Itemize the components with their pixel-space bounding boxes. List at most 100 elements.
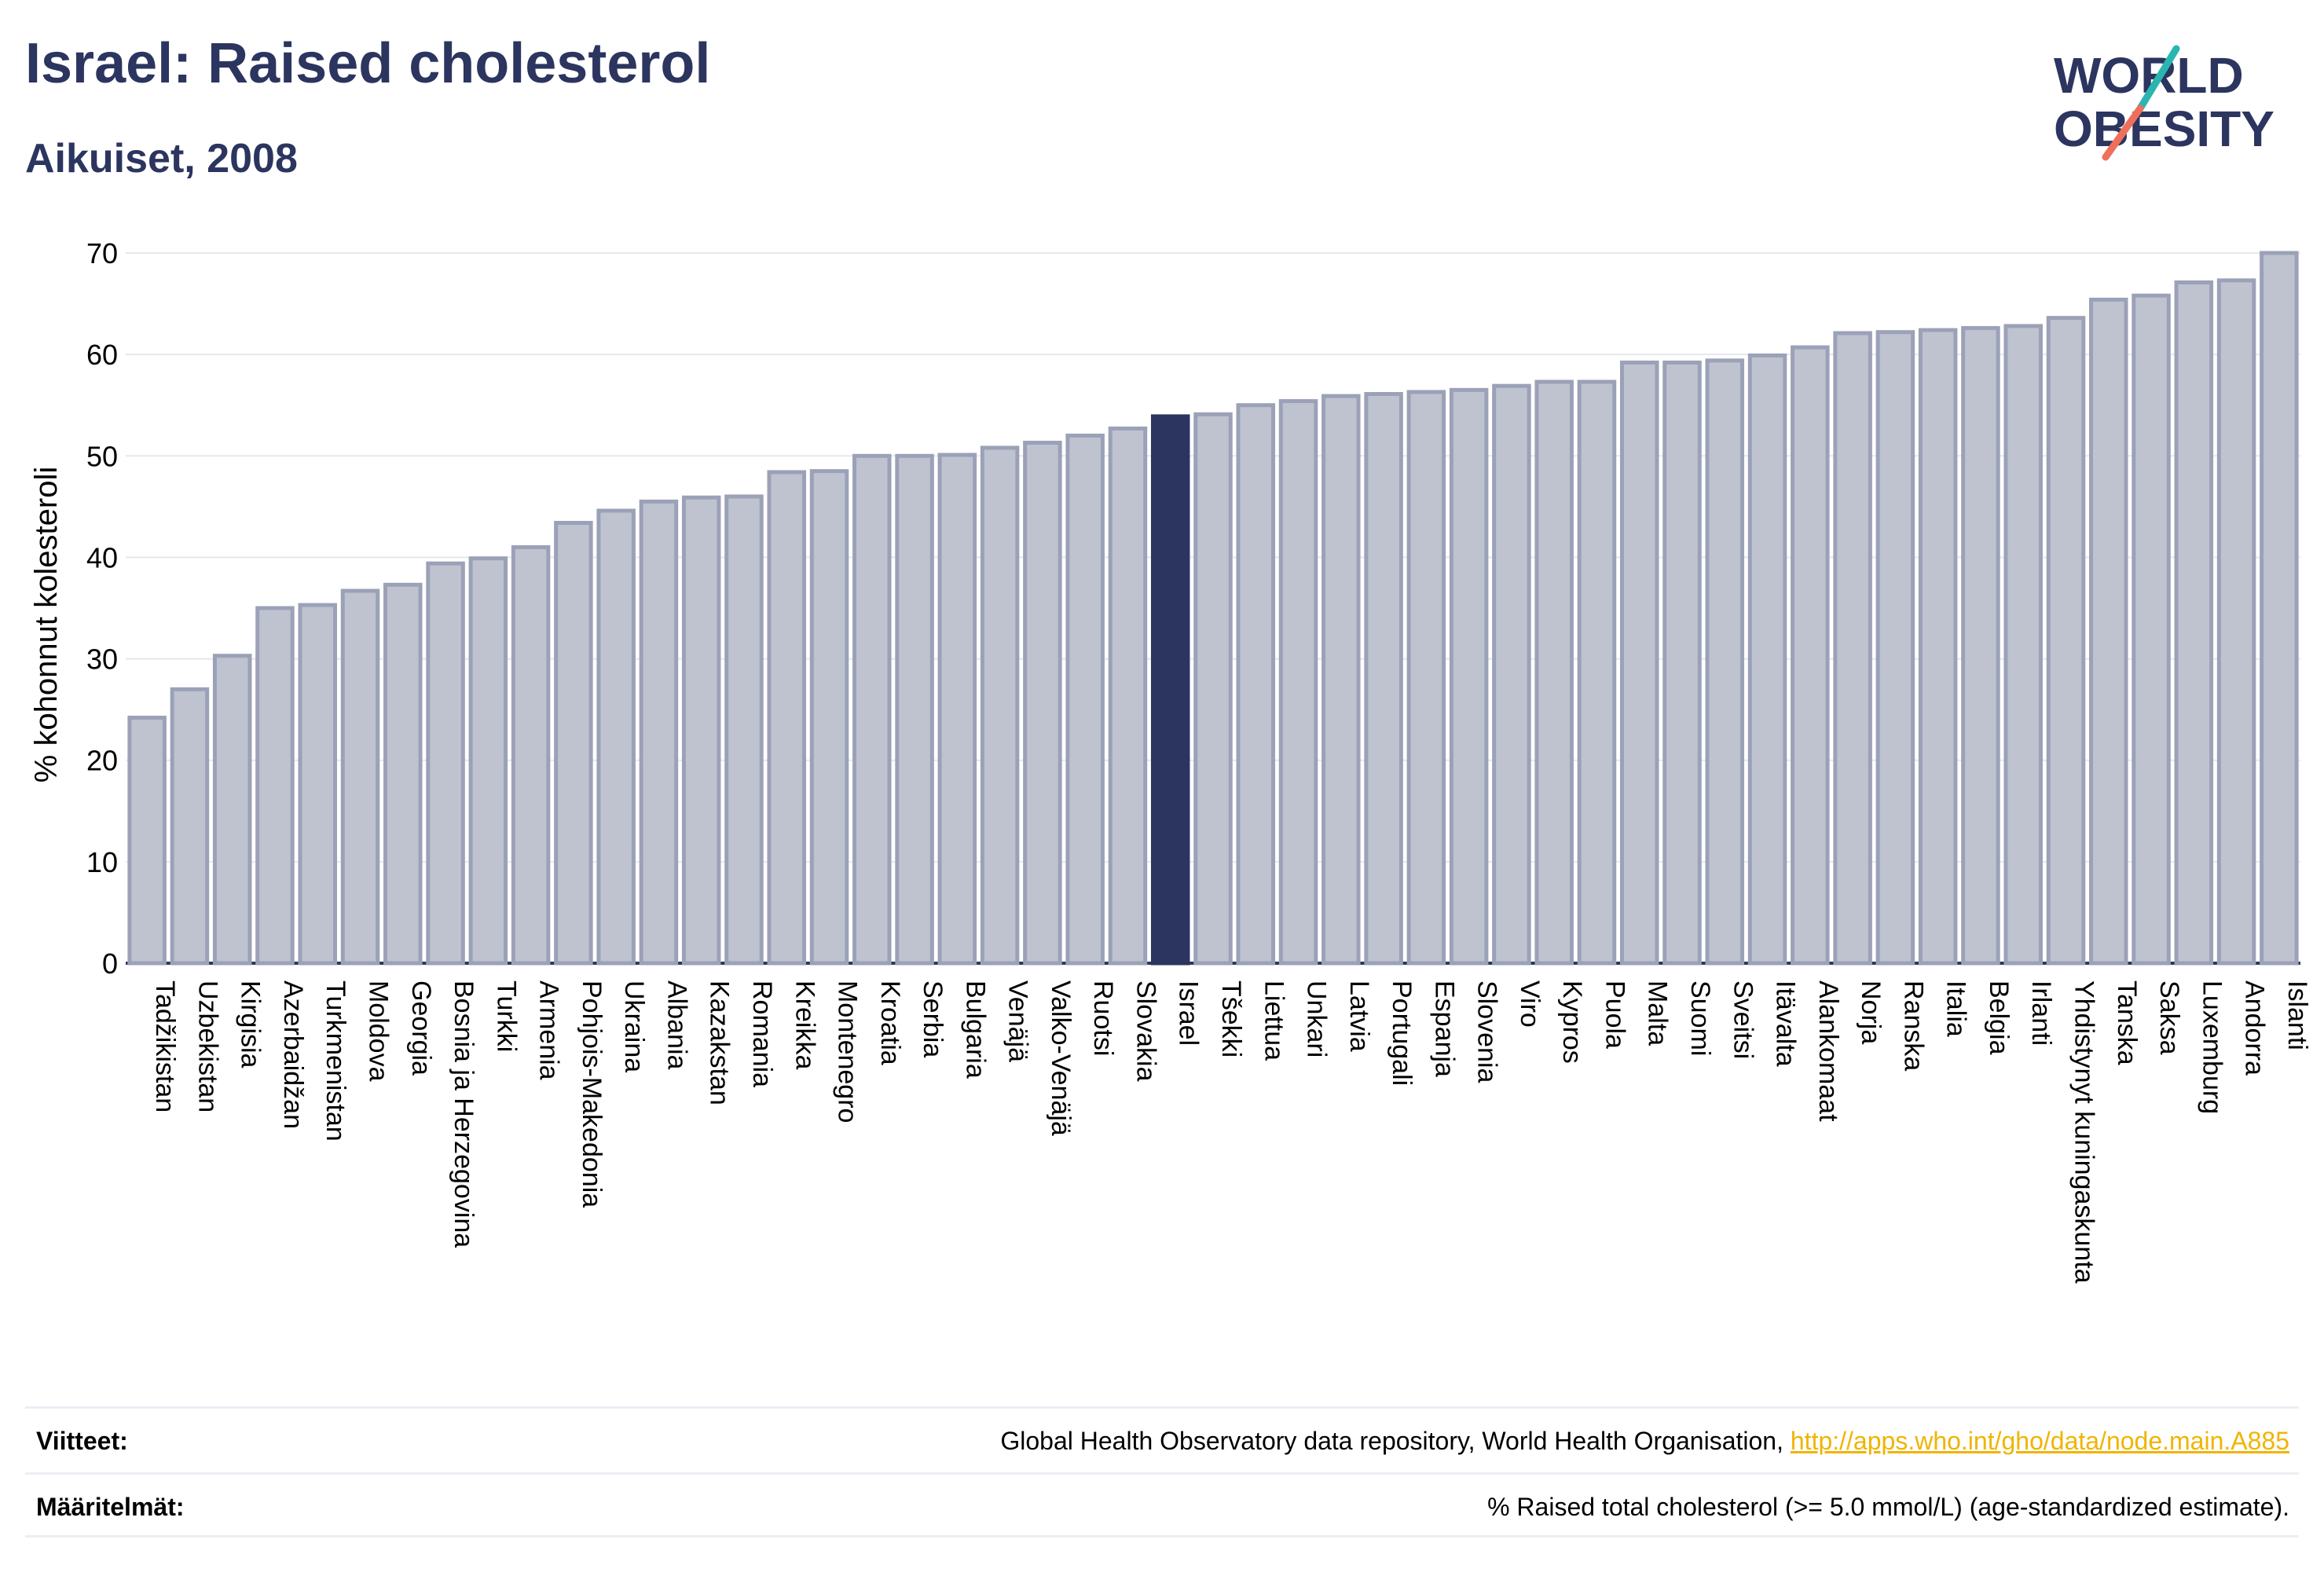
y-tick-label: 60 — [86, 339, 118, 371]
bar — [724, 494, 764, 966]
x-tick-label: Espanja — [1429, 980, 1459, 1077]
x-tick-label: Latvia — [1344, 980, 1374, 1052]
bar — [1791, 345, 1830, 966]
x-tick-label: Yhdistynyt kuningaskunta — [2069, 980, 2099, 1284]
references-link[interactable]: http://apps.who.int/gho/data/node.main.A… — [1790, 1427, 2289, 1455]
bar — [639, 499, 679, 966]
y-tick-label: 50 — [86, 440, 118, 472]
y-tick-label: 0 — [102, 947, 118, 980]
x-tick-label: Israel — [1174, 980, 1204, 1046]
footer-divider-top — [25, 1406, 2299, 1409]
x-tick-label: Kirgisia — [236, 980, 266, 1068]
bar — [1406, 390, 1446, 966]
bars — [127, 251, 2299, 966]
x-tick-label: Tanska — [2112, 980, 2142, 1065]
x-tick-label: Kroatia — [875, 980, 905, 1065]
bar — [298, 603, 337, 966]
bar — [383, 582, 423, 966]
y-axis-label: % kohonnut kolesteroli — [29, 467, 64, 783]
y-tick-label: 30 — [86, 643, 118, 676]
x-tick-label: Turkki — [491, 980, 521, 1052]
bar — [681, 495, 721, 966]
x-tick-label: Serbia — [918, 980, 948, 1057]
x-tick-label: Viro — [1515, 980, 1545, 1028]
x-tick-label: Slovenia — [1472, 980, 1502, 1083]
bar — [980, 445, 1020, 966]
x-tick-label: Saksa — [2154, 980, 2184, 1055]
y-tick-label: 20 — [86, 745, 118, 777]
x-tick-label: Ruotsi — [1088, 980, 1118, 1056]
x-tick-label: Bosnia ja Herzegovina — [449, 980, 478, 1248]
x-tick-label: Venäjä — [1003, 980, 1033, 1062]
bar — [1662, 360, 1702, 966]
bar — [1492, 383, 1531, 966]
x-tick-label: Liettua — [1259, 980, 1288, 1061]
x-tick-label: Kazakstan — [705, 980, 735, 1105]
chart-subtitle: Aikuiset, 2008 — [25, 136, 298, 181]
references-label: Viitteet: — [36, 1427, 128, 1455]
bar — [554, 521, 593, 966]
bar — [1747, 353, 1787, 966]
bar — [1449, 387, 1489, 966]
bar — [1577, 379, 1617, 966]
bar — [1278, 399, 1318, 966]
bar — [1619, 360, 1659, 966]
bar — [2174, 280, 2214, 966]
bar — [2132, 293, 2171, 966]
x-tick-label: Romania — [747, 980, 777, 1087]
x-tick-label: Slovakia — [1131, 980, 1160, 1082]
logo-slash-teal — [2136, 45, 2180, 112]
bar — [1236, 403, 1276, 966]
x-tick-label: Puola — [1600, 980, 1629, 1049]
x-tick-label: Sveitsi — [1728, 980, 1758, 1059]
bar — [1833, 331, 1872, 966]
bar — [1108, 426, 1148, 966]
x-tick-label: Ukraina — [619, 980, 649, 1072]
bar-chart: 0 10 20 30 40 50 60 70 Tadžikistan Uzbekistan Kir… — [29, 237, 2312, 1284]
references-source: Global Health Observatory data repositor… — [1000, 1427, 1791, 1455]
bar-highlighted — [1150, 414, 1190, 966]
x-tick-label: Malta — [1643, 980, 1673, 1046]
references-text: Global Health Observatory data repositor… — [1000, 1427, 2289, 1456]
x-axis-labels: Tadžikistan Uzbekistan Kirgisia Azerbaidžan… — [150, 980, 2312, 1284]
bar — [596, 508, 636, 966]
x-tick-label: Unkari — [1302, 980, 1332, 1057]
bar — [127, 715, 167, 966]
logo-slash-coral — [2102, 104, 2144, 161]
y-tick-label: 10 — [86, 846, 118, 878]
bar — [809, 469, 849, 966]
x-tick-label: Pohjois-Makedonia — [577, 980, 607, 1208]
y-axis-ticks: 0 10 20 30 40 50 60 70 — [86, 237, 118, 980]
bar — [937, 453, 977, 966]
x-tick-label: Azerbaidžan — [278, 980, 308, 1129]
bar — [1321, 394, 1361, 966]
x-tick-label: Andorra — [2240, 980, 2270, 1076]
x-tick-label: Valko-Venäjä — [1046, 980, 1076, 1136]
x-tick-label: Bulgaria — [960, 980, 990, 1079]
x-tick-label: Suomi — [1685, 980, 1715, 1056]
x-tick-label: Portugali — [1387, 980, 1417, 1086]
bar — [1065, 433, 1105, 966]
x-tick-label: Moldova — [364, 980, 394, 1082]
x-tick-label: Islanti — [2282, 980, 2312, 1050]
bar — [767, 470, 807, 966]
bar — [1534, 379, 1574, 966]
bar — [1961, 326, 2000, 966]
chart-title: Israel: Raised cholesterol — [25, 32, 711, 95]
bar — [2003, 324, 2043, 966]
x-tick-label: Uzbekistan — [192, 980, 222, 1112]
x-tick-label: Montenegro — [833, 980, 863, 1123]
x-tick-label: Georgia — [406, 980, 436, 1076]
x-tick-label: Norja — [1856, 980, 1886, 1044]
bar — [895, 453, 934, 966]
bar — [340, 588, 380, 966]
x-tick-label: Tšekki — [1216, 980, 1246, 1057]
y-tick-label: 40 — [86, 541, 118, 574]
bar — [2089, 297, 2128, 966]
x-tick-label: Armenia — [534, 980, 564, 1080]
x-tick-label: Itävalta — [1771, 980, 1801, 1067]
bar — [2046, 316, 2086, 966]
footer-divider-bottom — [25, 1535, 2299, 1538]
x-tick-label: Tadžikistan — [150, 980, 180, 1112]
x-tick-label: Luxemburg — [2197, 980, 2227, 1114]
